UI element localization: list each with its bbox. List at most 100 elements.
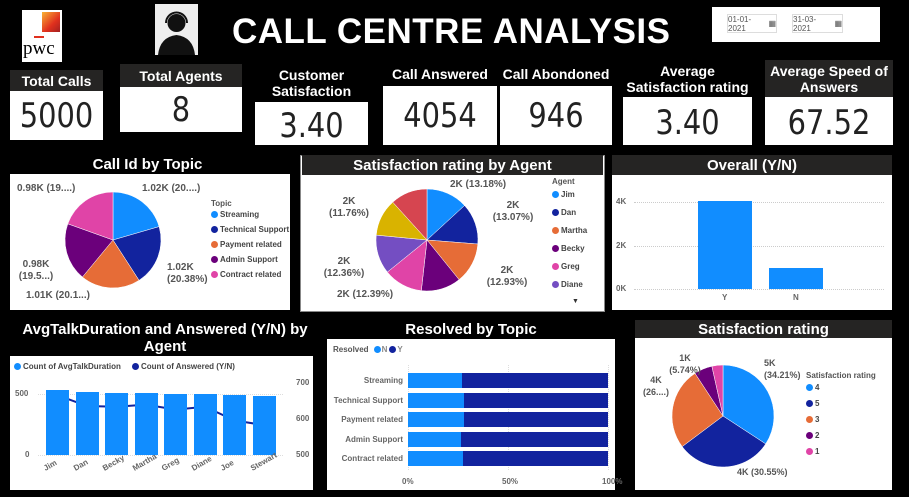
legend-item[interactable]: Streaming (211, 210, 259, 219)
data-label: 1.01K (20.1...) (26, 290, 90, 301)
legend-item[interactable]: N (373, 345, 388, 354)
gridline (634, 202, 884, 203)
bar-segment[interactable] (463, 451, 608, 467)
kpi-total-calls-value: 5000 (19, 95, 94, 136)
bar-segment[interactable] (408, 392, 464, 408)
x-axis-tick: N (793, 293, 799, 302)
date-range-slicer: 01-01-2021 ▦ 31-03-2021 ▦ (712, 7, 880, 42)
chart-title: Satisfaction rating (635, 320, 892, 338)
pie-slice-streaming[interactable] (112, 191, 160, 241)
kpi-avg-speed-label: Average Speed of Answers (765, 60, 893, 97)
bar-segment[interactable] (462, 373, 608, 388)
bar-segment[interactable] (408, 451, 463, 467)
bar-N[interactable] (769, 268, 823, 289)
y-axis-tick: Contract related (341, 454, 403, 464)
agent-satisfaction-pie (375, 188, 479, 292)
data-label: 2K (13.18%) (450, 179, 507, 190)
start-date-input[interactable]: 01-01-2021 ▦ (727, 14, 777, 33)
bar-Y[interactable] (698, 200, 752, 289)
legend-item[interactable]: Admin Support (211, 255, 278, 264)
legend-item[interactable]: Dan (552, 208, 576, 217)
legend-item[interactable]: 5 (806, 399, 819, 408)
y-axis-tick: Payment related (341, 415, 403, 425)
legend-item[interactable]: Payment related (211, 240, 282, 249)
legend-item[interactable]: Becky (552, 244, 585, 253)
legend-label: N (381, 345, 388, 354)
legend-item[interactable]: Greg (552, 262, 580, 271)
legend: Resolved N Y (333, 345, 403, 354)
chart-title: Resolved by Topic (327, 320, 615, 338)
end-date-input[interactable]: 31-03-2021 ▦ (792, 14, 843, 33)
chart-title: Overall (Y/N) (612, 155, 892, 175)
legend-title: Resolved (333, 345, 369, 354)
legend-item[interactable]: 3 (806, 415, 819, 424)
legend-scroll-down-icon[interactable]: ▼ (572, 298, 579, 305)
legend-title: Topic (211, 199, 232, 208)
legend-item[interactable]: Martha (552, 226, 587, 235)
pie-slice-admin-support[interactable] (64, 223, 114, 278)
chart-title: Satisfaction rating by Agent (302, 155, 603, 175)
x-axis-tick: 0% (402, 477, 414, 486)
bar-greg[interactable] (164, 394, 187, 455)
y-axis-tick: 0 (25, 450, 30, 459)
data-label: 2K (11.76%) (328, 196, 370, 219)
legend-dot (211, 271, 218, 278)
legend-label: Diane (561, 280, 583, 289)
y-axis-tick: 4K (616, 197, 627, 206)
kpi-total-agents-value: 8 (171, 89, 191, 130)
legend-dot (806, 416, 813, 423)
legend-label: Admin Support (220, 255, 278, 264)
pie-slice-5[interactable] (681, 415, 767, 468)
bar-becky[interactable] (105, 392, 128, 455)
legend-item[interactable]: Y (389, 345, 403, 354)
y2-axis-tick: 500 (296, 450, 310, 459)
pie-slice-technical-support[interactable] (112, 226, 162, 281)
legend-label: Contract related (220, 270, 282, 279)
kpi-avg-satisfaction-value: 3.40 (655, 103, 720, 143)
bar-segment[interactable] (408, 412, 464, 428)
legend-item: Count of Answered (Y/N) (132, 362, 235, 371)
legend-item[interactable]: Technical Support (211, 225, 289, 234)
calendar-icon[interactable]: ▦ (768, 19, 776, 28)
pie-slice-stewart[interactable] (392, 188, 428, 241)
legend-item[interactable]: 2 (806, 431, 819, 440)
legend-dot (552, 227, 559, 234)
bar-jim[interactable] (46, 390, 69, 455)
bar-segment[interactable] (408, 373, 462, 388)
data-label: 4K (26....) (642, 375, 669, 397)
bar-joe[interactable] (223, 395, 246, 455)
legend-label: Streaming (220, 210, 260, 219)
legend-dot (132, 363, 139, 370)
bar-segment[interactable] (461, 431, 608, 447)
y-axis-tick: 2K (616, 240, 627, 250)
bar-martha[interactable] (134, 393, 158, 455)
pie-slice-payment-related[interactable] (82, 239, 140, 289)
legend-label: 1 (815, 447, 820, 456)
pie-slice-1[interactable] (711, 364, 724, 417)
data-label: 1.02K (20.38%) (167, 262, 208, 285)
call-id-pie (64, 191, 162, 289)
calendar-icon[interactable]: ▦ (834, 19, 842, 28)
bar-stewart[interactable] (252, 395, 276, 455)
bar-segment[interactable] (408, 431, 461, 447)
legend-dot (806, 432, 813, 439)
bar-segment[interactable] (464, 412, 608, 428)
y-axis-tick: Admin Support (345, 434, 403, 444)
data-label: 4K (30.55%) (737, 467, 788, 477)
legend-item: Count of AvgTalkDuration (14, 362, 121, 371)
kpi-avg-satisfaction-label: Average Satisfaction rating (623, 60, 752, 97)
legend-item[interactable]: Jim (552, 190, 575, 199)
y-axis-tick: Streaming (363, 376, 403, 385)
pie-slice-contract-related[interactable] (67, 191, 114, 241)
bar-diane[interactable] (193, 394, 217, 455)
legend-item[interactable]: Diane (552, 280, 583, 289)
legend-dot (211, 211, 218, 218)
legend-item[interactable]: Contract related (211, 270, 281, 279)
legend-label: Greg (561, 262, 580, 271)
pie-slice-3[interactable] (671, 373, 724, 447)
legend-item[interactable]: 1 (806, 447, 819, 456)
bar-segment[interactable] (464, 392, 608, 408)
kpi-call-answered-label: Call Answered (383, 62, 497, 86)
bar-dan[interactable] (75, 392, 99, 455)
legend-item[interactable]: 4 (806, 383, 819, 392)
